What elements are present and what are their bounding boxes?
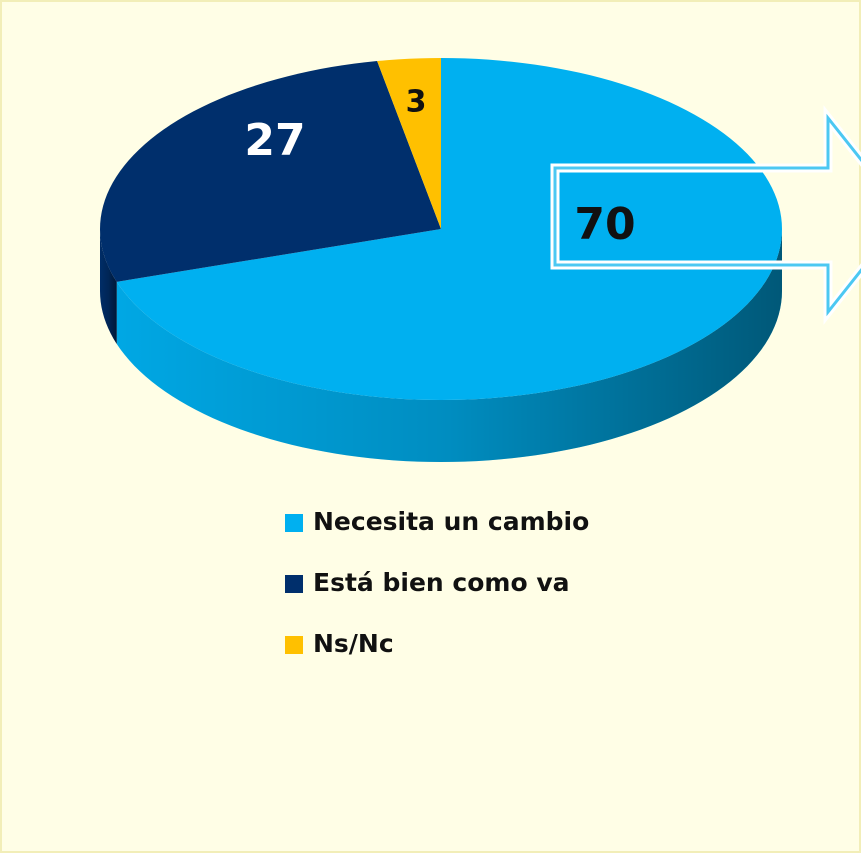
pie-side-shade	[116, 229, 783, 462]
legend: Necesita un cambio Está bien como va Ns/Nc	[285, 507, 589, 658]
legend-swatch	[285, 636, 303, 654]
labels: 70 27 3	[244, 85, 635, 251]
pie	[100, 58, 783, 462]
legend-swatch	[285, 575, 303, 593]
legend-swatch	[285, 514, 303, 532]
pie-side-shade	[100, 229, 117, 344]
pie-slice	[100, 61, 441, 282]
legend-label: Está bien como va	[313, 568, 570, 597]
data-label: 27	[244, 115, 305, 166]
legend-label: Necesita un cambio	[313, 507, 589, 536]
data-label: 70	[574, 199, 635, 250]
data-label: 3	[406, 85, 427, 120]
legend-label: Ns/Nc	[313, 629, 394, 658]
pie-slice	[116, 58, 783, 400]
arrow	[553, 113, 861, 317]
pie-slice	[377, 58, 441, 229]
